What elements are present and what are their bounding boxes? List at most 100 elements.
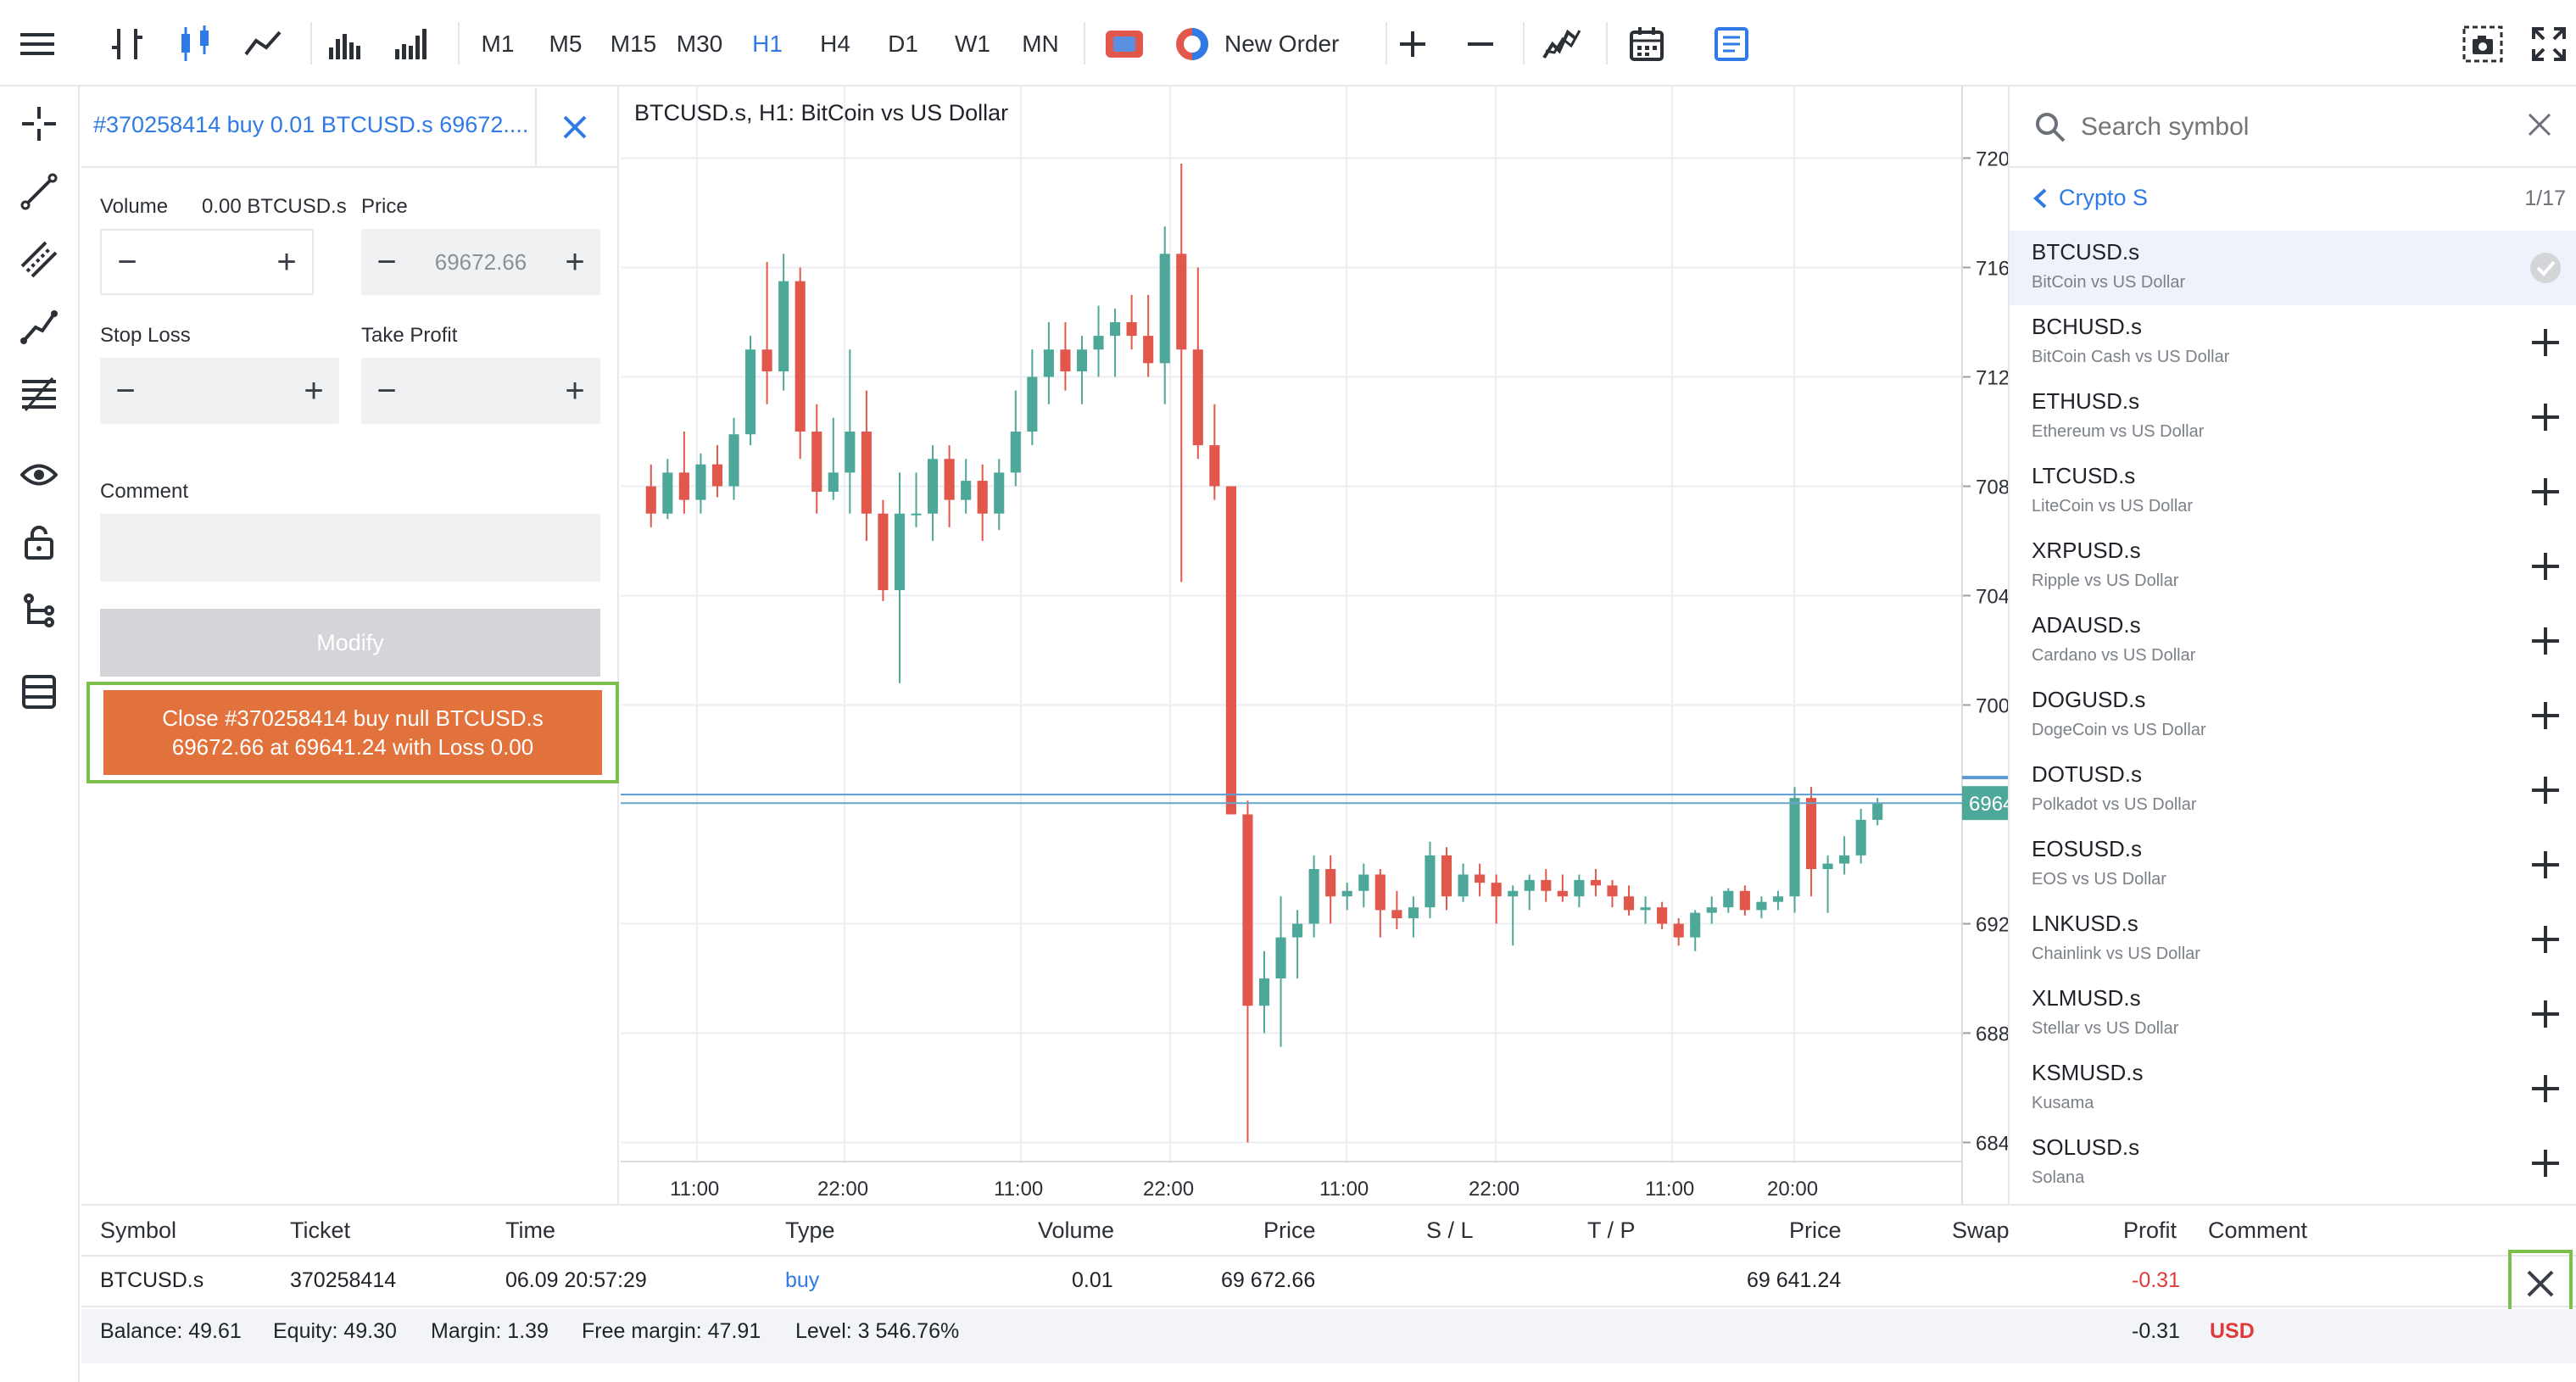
- table-row[interactable]: [81, 1257, 2576, 1307]
- price-decrease-button[interactable]: −: [376, 242, 397, 281]
- candle-body: [1557, 890, 1568, 897]
- group-page-count: 1/17: [2524, 187, 2566, 210]
- fibonacci-icon[interactable]: [15, 371, 63, 419]
- tick-volume-icon[interactable]: [387, 20, 438, 68]
- close-order-button[interactable]: Close #370258414 buy null BTCUSD.s 69672…: [103, 690, 602, 775]
- add-symbol-icon[interactable]: [2525, 546, 2566, 587]
- stop-loss-increase-button[interactable]: +: [304, 371, 324, 410]
- timeframe-m30[interactable]: M30: [676, 31, 723, 57]
- volume-decrease-button[interactable]: −: [117, 242, 137, 281]
- pitchfork-icon[interactable]: [15, 304, 63, 351]
- add-symbol-icon[interactable]: [2525, 770, 2566, 811]
- col-tp[interactable]: T / P: [1587, 1218, 1636, 1243]
- symbol-row-dotusd-s[interactable]: DOTUSD.s Polkadot vs US Dollar: [2010, 753, 2576, 828]
- add-symbol-icon[interactable]: [2525, 994, 2566, 1034]
- eye-icon[interactable]: [15, 451, 63, 499]
- volume-increase-button[interactable]: +: [276, 242, 297, 281]
- search-input[interactable]: [2081, 105, 2505, 149]
- add-symbol-icon[interactable]: [2525, 695, 2566, 736]
- symbol-row-bchusd-s[interactable]: BCHUSD.s BitCoin Cash vs US Dollar: [2010, 305, 2576, 380]
- symbol-row-ksmusd-s[interactable]: KSMUSD.s Kusama: [2010, 1051, 2576, 1126]
- timeframe-m15[interactable]: M15: [610, 31, 657, 57]
- symbol-description: BitCoin vs US Dollar: [2032, 273, 2186, 292]
- col-symbol[interactable]: Symbol: [100, 1218, 177, 1243]
- trade-panel-icon[interactable]: [1706, 20, 1757, 68]
- take-profit-decrease-button[interactable]: −: [376, 371, 397, 410]
- screenshot-icon[interactable]: [2457, 20, 2508, 68]
- fullscreen-icon[interactable]: [2523, 20, 2574, 68]
- col-comment[interactable]: Comment: [2208, 1218, 2308, 1243]
- col-time[interactable]: Time: [505, 1218, 555, 1243]
- volume-stepper[interactable]: − +: [100, 229, 314, 295]
- col-ticket[interactable]: Ticket: [290, 1218, 351, 1243]
- timeframe-d1[interactable]: D1: [888, 31, 918, 57]
- col-profit[interactable]: Profit: [2123, 1218, 2177, 1243]
- zoom-out-icon[interactable]: [1455, 20, 1506, 68]
- symbol-row-btcusd-s[interactable]: BTCUSD.s BitCoin vs US Dollar: [2010, 231, 2576, 305]
- add-symbol-icon[interactable]: [2525, 471, 2566, 512]
- symbol-row-xrpusd-s[interactable]: XRPUSD.s Ripple vs US Dollar: [2010, 529, 2576, 604]
- col-current-price[interactable]: Price: [1789, 1218, 1842, 1243]
- add-symbol-icon[interactable]: [2525, 397, 2566, 437]
- indicators-icon[interactable]: [1536, 20, 1587, 68]
- timeframe-h1[interactable]: H1: [752, 31, 783, 57]
- timeframe-w1[interactable]: W1: [955, 31, 990, 57]
- symbol-row-ltcusd-s[interactable]: LTCUSD.s LiteCoin vs US Dollar: [2010, 454, 2576, 529]
- col-swap[interactable]: Swap: [1952, 1218, 2010, 1243]
- col-sl[interactable]: S / L: [1426, 1218, 1474, 1243]
- timeframe-mn[interactable]: MN: [1022, 31, 1059, 57]
- price-chart[interactable]: 72000.00 71600.00 71200.00 70800.00 70400.00…: [621, 86, 2072, 1204]
- layers-icon[interactable]: [15, 668, 63, 716]
- timeframe-m1[interactable]: M1: [481, 31, 515, 57]
- comment-input[interactable]: [100, 514, 600, 582]
- crosshair-icon[interactable]: [15, 100, 63, 148]
- col-volume[interactable]: Volume: [1038, 1218, 1115, 1243]
- add-symbol-icon[interactable]: [2525, 844, 2566, 885]
- close-position-button[interactable]: [2508, 1250, 2573, 1318]
- add-symbol-icon[interactable]: [2525, 322, 2566, 363]
- price-label: 70800.00: [1976, 476, 2008, 499]
- price-input[interactable]: 69672.66: [434, 248, 527, 275]
- symbol-row-eosusd-s[interactable]: EOSUSD.s EOS vs US Dollar: [2010, 828, 2576, 902]
- col-price[interactable]: Price: [1263, 1218, 1316, 1243]
- price-stepper[interactable]: − 69672.66 +: [361, 229, 600, 295]
- bar-chart-icon[interactable]: [102, 20, 153, 68]
- price-increase-button[interactable]: +: [565, 242, 585, 281]
- timeframe-h4[interactable]: H4: [820, 31, 850, 57]
- selected-check-icon[interactable]: [2525, 248, 2566, 288]
- add-symbol-icon[interactable]: [2525, 919, 2566, 960]
- symbol-row-lnkusd-s[interactable]: LNKUSD.s Chainlink vs US Dollar: [2010, 902, 2576, 977]
- line-chart-icon[interactable]: [237, 20, 288, 68]
- volume-icon[interactable]: [321, 20, 371, 68]
- add-symbol-icon[interactable]: [2525, 1068, 2566, 1109]
- chart-canvas[interactable]: 72000.00 71600.00 71200.00 70800.00 70400.00…: [621, 86, 2072, 1204]
- symbol-name: LTCUSD.s: [2032, 463, 2136, 488]
- clear-search-icon[interactable]: [2527, 112, 2557, 142]
- object-tree-icon[interactable]: [15, 587, 63, 634]
- one-click-trading-icon[interactable]: [1099, 20, 1150, 68]
- candlestick-icon[interactable]: [170, 20, 220, 68]
- back-to-groups-button[interactable]: Crypto S: [2032, 185, 2148, 211]
- stop-loss-stepper[interactable]: − +: [100, 358, 339, 424]
- add-symbol-icon[interactable]: [2525, 1143, 2566, 1184]
- symbol-row-ethusd-s[interactable]: ETHUSD.s Ethereum vs US Dollar: [2010, 380, 2576, 454]
- modify-button[interactable]: Modify: [100, 609, 600, 677]
- lock-icon[interactable]: [15, 519, 63, 566]
- symbol-row-dogusd-s[interactable]: DOGUSD.s DogeCoin vs US Dollar: [2010, 678, 2576, 753]
- close-panel-icon[interactable]: [556, 109, 594, 146]
- take-profit-stepper[interactable]: − +: [361, 358, 600, 424]
- symbol-row-adausd-s[interactable]: ADAUSD.s Cardano vs US Dollar: [2010, 604, 2576, 678]
- menu-icon[interactable]: [12, 20, 63, 68]
- symbol-row-solusd-s[interactable]: SOLUSD.s Solana: [2010, 1126, 2576, 1201]
- stop-loss-decrease-button[interactable]: −: [115, 371, 136, 410]
- calendar-icon[interactable]: [1621, 20, 1672, 68]
- timeframe-m5[interactable]: M5: [549, 31, 583, 57]
- symbol-row-xlmusd-s[interactable]: XLMUSD.s Stellar vs US Dollar: [2010, 977, 2576, 1051]
- zoom-in-icon[interactable]: [1387, 20, 1438, 68]
- new-order-button[interactable]: New Order: [1174, 20, 1394, 68]
- channel-icon[interactable]: [15, 236, 63, 283]
- add-symbol-icon[interactable]: [2525, 621, 2566, 661]
- trend-line-icon[interactable]: [15, 168, 63, 215]
- take-profit-increase-button[interactable]: +: [565, 371, 585, 410]
- col-type[interactable]: Type: [785, 1218, 835, 1243]
